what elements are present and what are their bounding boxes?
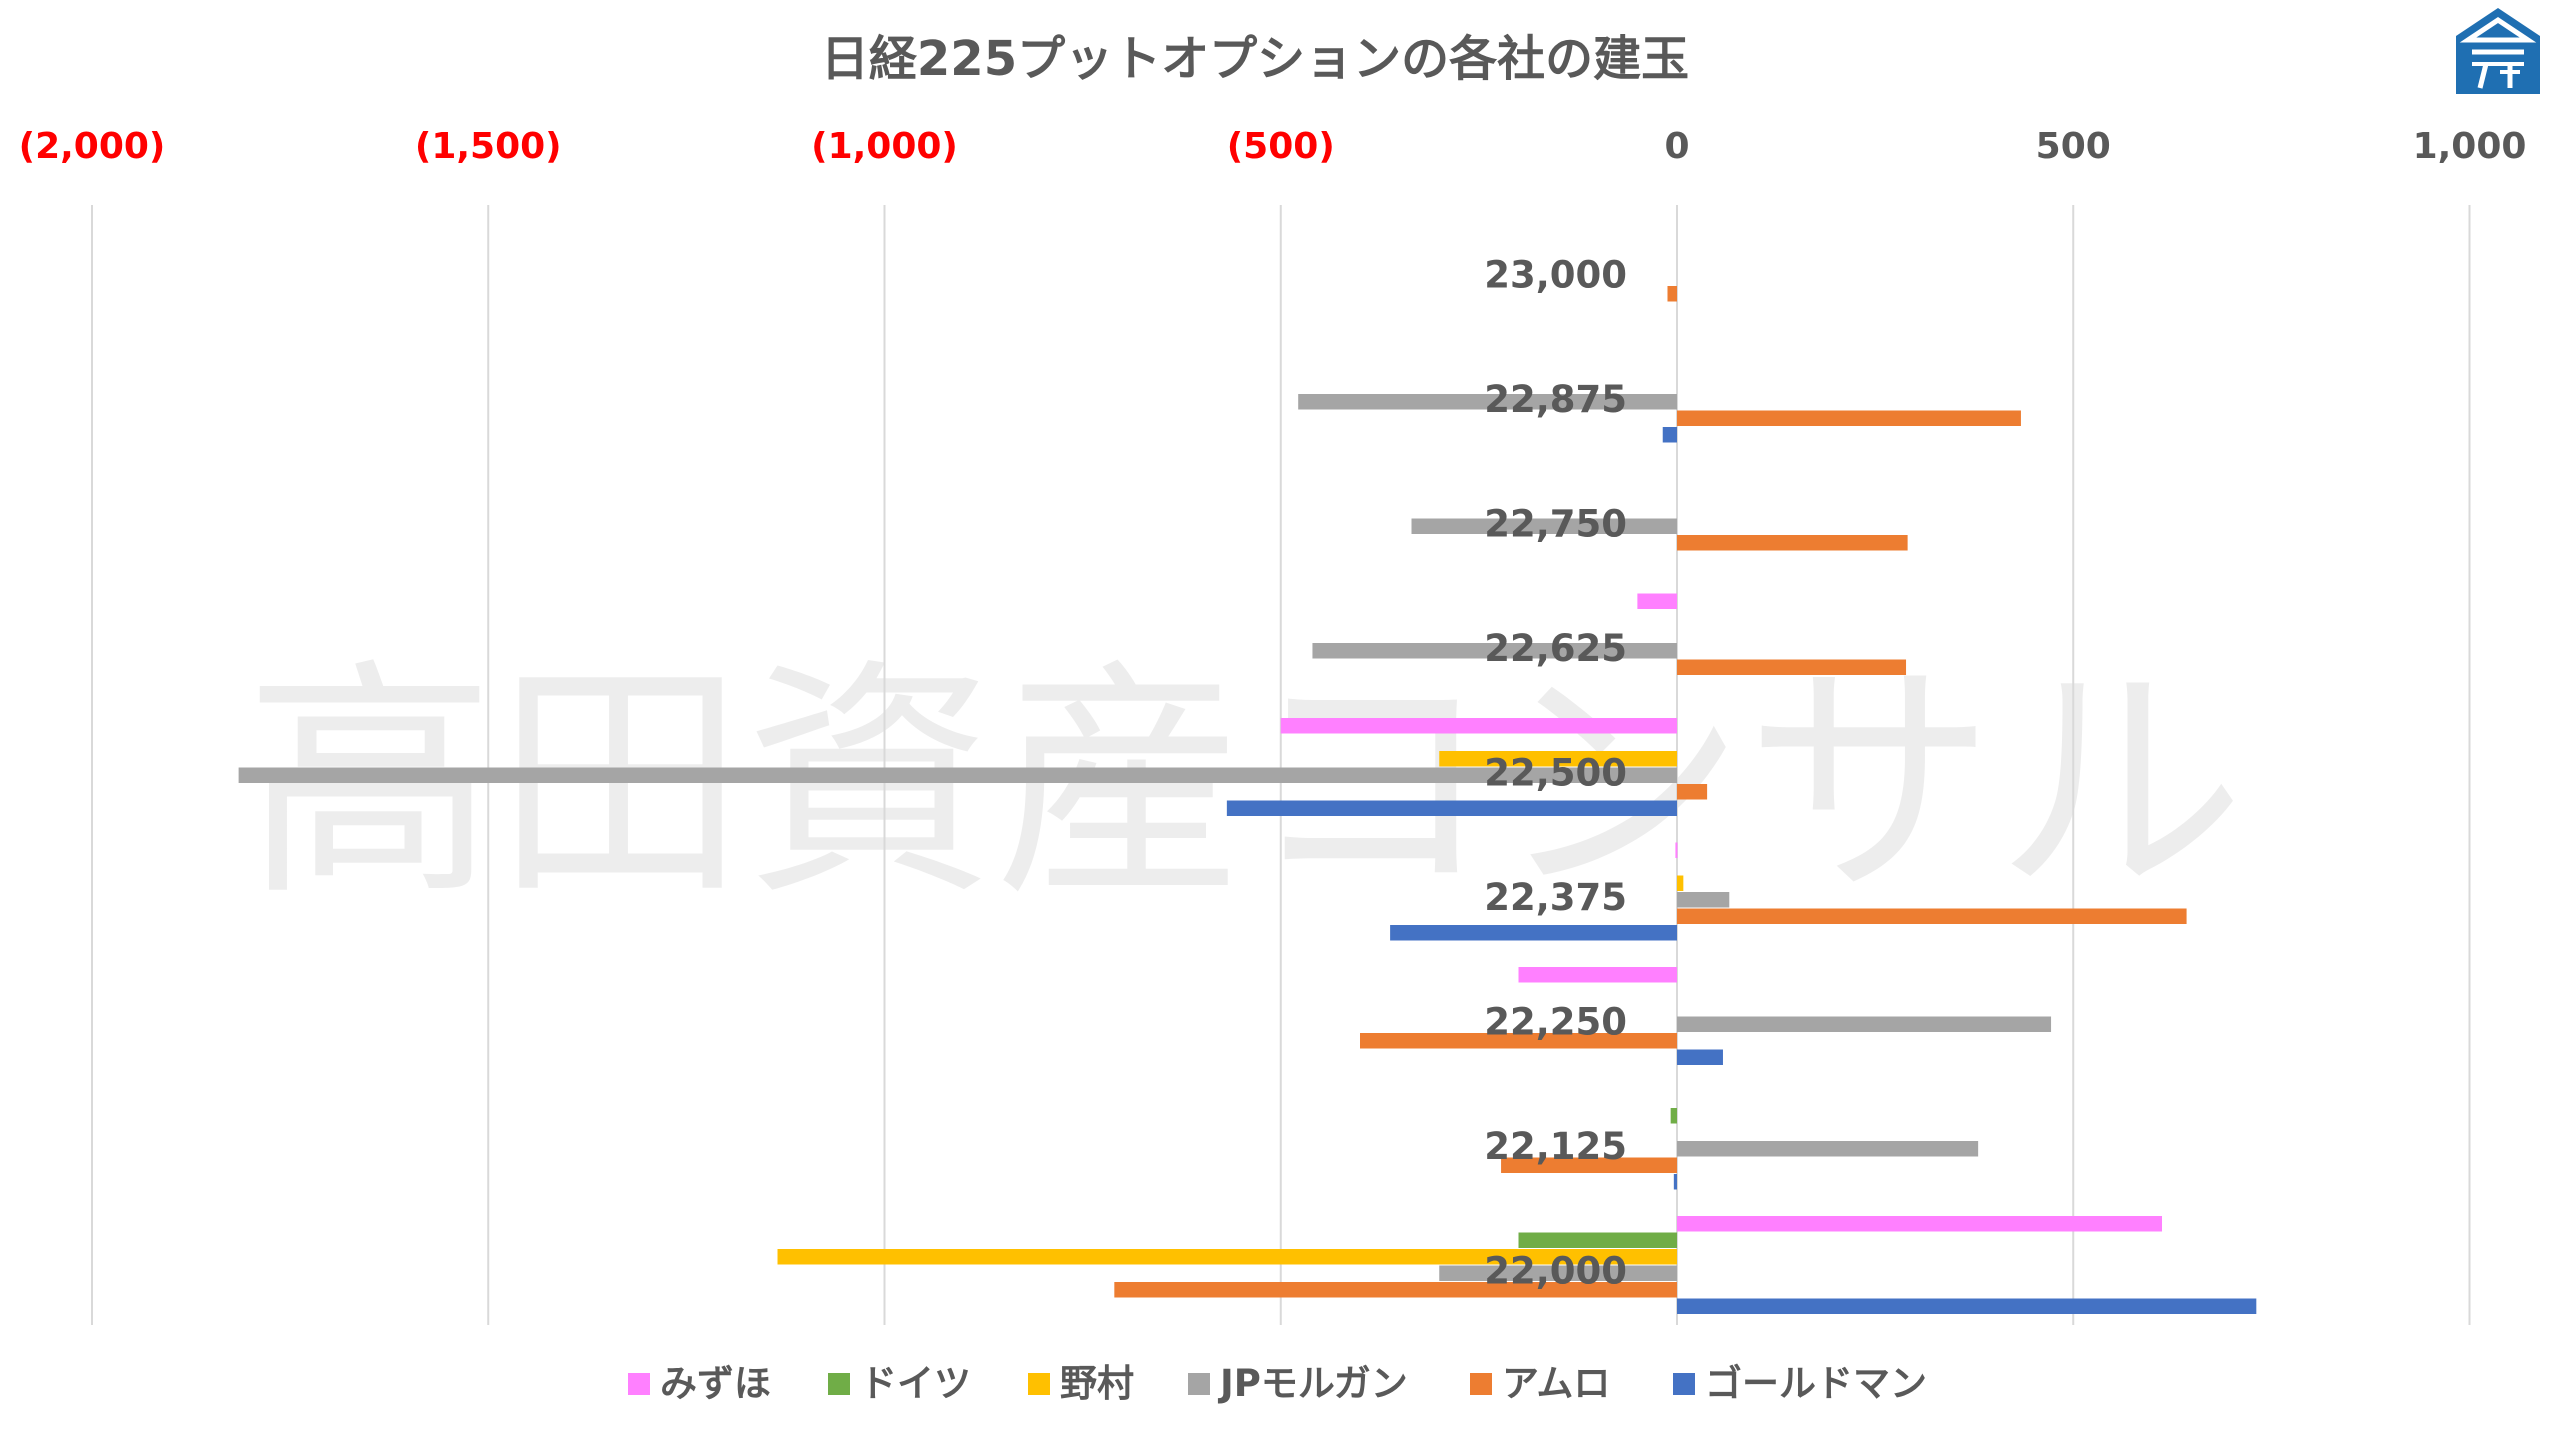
bar (1677, 1216, 2163, 1232)
bar (1518, 1232, 1677, 1248)
x-tick-label: 1,000 (2413, 126, 2527, 167)
x-tick-label: 500 (2036, 126, 2111, 167)
legend-label: ドイツ (860, 1362, 971, 1405)
legend-label: ゴールドマン (1705, 1362, 1927, 1405)
x-tick-label: (1,500) (415, 126, 562, 167)
bar (238, 767, 1677, 783)
legend-label: アムロ (1502, 1362, 1610, 1405)
bar (1677, 908, 2187, 924)
x-tick-label: (1,000) (811, 126, 958, 167)
bar (777, 1249, 1677, 1265)
category-label: 22,625 (1484, 627, 1627, 670)
category-label: 23,000 (1484, 253, 1627, 296)
bar (1360, 1033, 1677, 1049)
bar (1298, 394, 1677, 410)
bar (1677, 1016, 2052, 1032)
legend-label: みずほ (660, 1362, 771, 1405)
bar (1518, 967, 1677, 983)
x-tick-label: (500) (1227, 126, 1335, 167)
legend-swatch (628, 1373, 650, 1395)
legend-swatch (1673, 1373, 1695, 1395)
legend-swatch (828, 1373, 850, 1395)
company-logo (2456, 8, 2540, 94)
bar (1677, 1298, 2257, 1314)
x-tick-label: 0 (1664, 126, 1689, 167)
bar (1411, 518, 1677, 534)
bar (1280, 718, 1677, 734)
bar (1637, 593, 1677, 609)
chart-title: 日経225プットオプションの各社の建玉 (821, 31, 1689, 87)
bar (1677, 410, 2021, 426)
bar (1673, 1174, 1677, 1190)
category-label: 22,750 (1484, 502, 1627, 545)
watermark: 高田資産コンサル (245, 638, 2245, 929)
legend-label: 野村 (1060, 1362, 1134, 1405)
category-label: 22,500 (1484, 751, 1627, 794)
bar (1677, 535, 1908, 551)
bar (1677, 892, 1730, 908)
bar (1677, 659, 1907, 675)
x-axis-ticks: (2,000) (1,500) (1,000) (500) 0 500 1,000 (19, 126, 2527, 167)
bar (1677, 875, 1684, 891)
bar (1675, 842, 1678, 858)
category-labels: 23,000 22,875 22,750 22,625 22,500 22,375 22,2… (1484, 253, 1627, 1292)
legend-swatch (1028, 1373, 1050, 1395)
bar (1677, 1141, 1979, 1157)
bar (1390, 925, 1677, 941)
bar (1677, 784, 1708, 800)
category-label: 22,875 (1484, 378, 1627, 421)
category-label: 22,125 (1484, 1125, 1627, 1168)
category-label: 22,375 (1484, 876, 1627, 919)
category-label: 22,250 (1484, 1000, 1627, 1043)
bar (1439, 1265, 1677, 1281)
bar (1667, 286, 1677, 302)
bar (1226, 800, 1677, 816)
x-tick-label: (2,000) (19, 126, 166, 167)
legend-swatch (1470, 1373, 1492, 1395)
bar (1670, 1108, 1677, 1124)
bars (238, 286, 2257, 1314)
bar (1114, 1282, 1677, 1298)
bar (1439, 751, 1677, 767)
legend: みずほ ドイツ 野村 JPモルガン アムロ ゴールドマン (628, 1362, 1927, 1405)
bar (1662, 427, 1677, 443)
legend-label: JPモルガン (1217, 1362, 1408, 1405)
bar (1312, 643, 1677, 659)
bar (1677, 1049, 1723, 1065)
bar (1501, 1157, 1677, 1173)
legend-swatch (1188, 1373, 1210, 1395)
category-label: 22,000 (1484, 1249, 1627, 1292)
